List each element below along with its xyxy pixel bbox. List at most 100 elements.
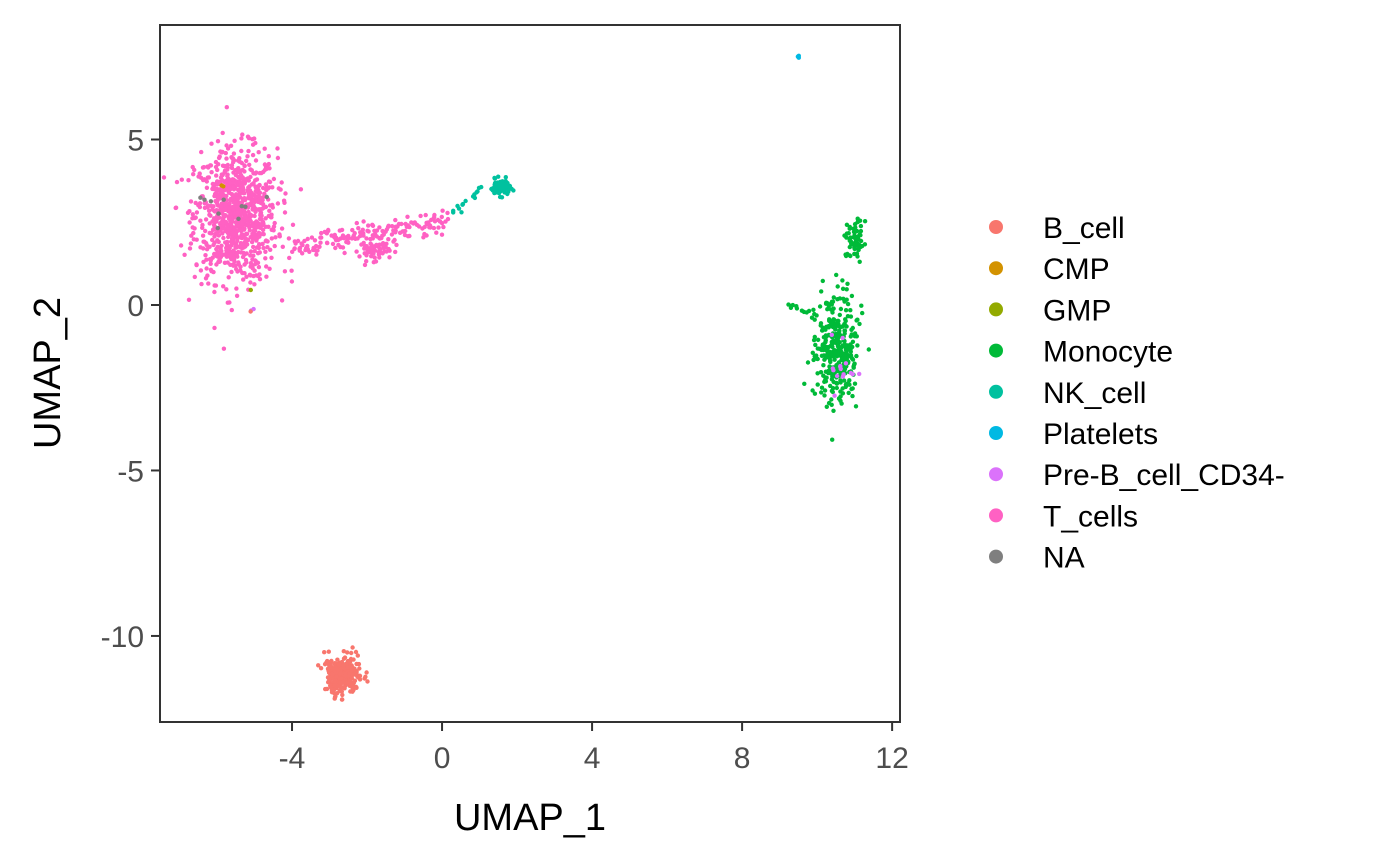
point-t-cells: [283, 191, 288, 196]
point-t-cells: [214, 219, 219, 224]
point-monocyte: [850, 325, 855, 331]
point-monocyte: [830, 308, 835, 313]
point-t-cells: [250, 231, 255, 237]
point-t-cells: [314, 252, 319, 257]
point-t-cells: [279, 226, 285, 231]
point-t-cells: [273, 235, 278, 240]
legend-label: B_cell: [1043, 212, 1125, 245]
point-t-cells: [212, 289, 217, 295]
point-t-cells: [219, 150, 224, 155]
point-t-cells: [223, 219, 229, 225]
point-monocyte: [823, 333, 828, 338]
point-nk-cell: [503, 178, 508, 184]
point-t-cells: [206, 208, 212, 213]
point-t-cells: [254, 177, 260, 182]
point-t-cells: [439, 232, 445, 237]
point-t-cells: [256, 197, 262, 202]
point-t-cells: [389, 224, 395, 229]
point-t-cells: [262, 146, 267, 151]
point-monocyte: [835, 284, 840, 289]
point-t-cells: [287, 255, 292, 261]
point-t-cells: [318, 240, 323, 245]
point-pre-b-cell-cd34-: [857, 371, 862, 377]
point-b-cell: [350, 672, 356, 677]
point-monocyte: [834, 385, 839, 391]
point-t-cells: [271, 224, 277, 229]
point-monocyte: [815, 382, 820, 387]
point-monocyte: [860, 310, 865, 316]
point-monocyte: [810, 388, 815, 393]
point-t-cells: [267, 266, 272, 271]
point-monocyte: [836, 343, 841, 348]
point-monocyte: [819, 289, 824, 294]
point-b-cell: [354, 672, 359, 678]
point-t-cells: [377, 255, 382, 260]
point-t-cells: [332, 232, 337, 238]
point-t-cells: [257, 232, 262, 237]
point-b-cell: [357, 677, 363, 682]
point-monocyte: [815, 356, 820, 362]
point-t-cells: [290, 222, 296, 227]
point-b-cell: [339, 685, 344, 690]
point-t-cells: [354, 220, 359, 226]
point-b-cell: [330, 671, 335, 677]
point-t-cells: [249, 239, 255, 245]
point-monocyte: [815, 337, 821, 342]
point-pre-b-cell-cd34-: [251, 306, 256, 312]
point-t-cells: [208, 267, 214, 272]
point-t-cells: [255, 251, 261, 256]
point-monocyte: [822, 388, 828, 393]
point-t-cells: [241, 218, 246, 224]
x-axis: -4 0 4 8 12: [279, 722, 909, 775]
point-t-cells: [248, 261, 254, 266]
point-t-cells: [252, 213, 257, 219]
point-monocyte: [818, 323, 823, 328]
point-t-cells: [182, 252, 187, 257]
point-t-cells: [380, 243, 386, 248]
point-monocyte: [837, 332, 843, 338]
point-t-cells: [248, 212, 254, 218]
point-b-cell: [335, 657, 340, 662]
point-t-cells: [253, 171, 258, 176]
point-t-cells: [418, 213, 423, 219]
point-t-cells: [203, 228, 208, 234]
point-t-cells: [253, 188, 258, 194]
legend-key: [989, 261, 1003, 276]
point-monocyte: [813, 342, 818, 348]
point-b-cell: [322, 650, 327, 655]
point-t-cells: [297, 245, 303, 251]
point-b-cell: [348, 656, 354, 662]
point-t-cells: [228, 222, 234, 227]
point-nk-cell: [500, 179, 505, 184]
point-pre-b-cell-cd34-: [848, 370, 854, 376]
point-t-cells: [237, 227, 242, 232]
point-t-cells: [253, 199, 258, 204]
point-t-cells: [216, 233, 221, 238]
point-t-cells: [189, 233, 194, 238]
point-nk-cell: [493, 185, 498, 191]
point-t-cells: [339, 227, 345, 233]
point-t-cells: [257, 182, 262, 188]
point-pre-b-cell-cd34-: [840, 335, 845, 341]
y-axis-title: UMAP_2: [27, 297, 69, 449]
point-t-cells: [227, 190, 232, 195]
point-monocyte: [839, 357, 844, 363]
point-t-cells: [221, 346, 227, 351]
point-t-cells: [336, 237, 341, 242]
point-t-cells: [437, 219, 443, 224]
point-monocyte: [840, 286, 846, 291]
x-tick-label: 12: [875, 742, 908, 775]
point-t-cells: [326, 227, 331, 233]
point-t-cells: [229, 307, 234, 313]
point-t-cells: [199, 149, 204, 155]
point-monocyte: [831, 408, 836, 413]
point-t-cells: [282, 269, 288, 274]
point-t-cells: [187, 209, 192, 214]
point-t-cells: [407, 224, 412, 230]
point-t-cells: [223, 213, 228, 218]
point-nk-cell: [509, 186, 514, 191]
point-monocyte: [852, 381, 858, 386]
point-t-cells: [229, 165, 235, 171]
point-t-cells: [192, 274, 197, 280]
